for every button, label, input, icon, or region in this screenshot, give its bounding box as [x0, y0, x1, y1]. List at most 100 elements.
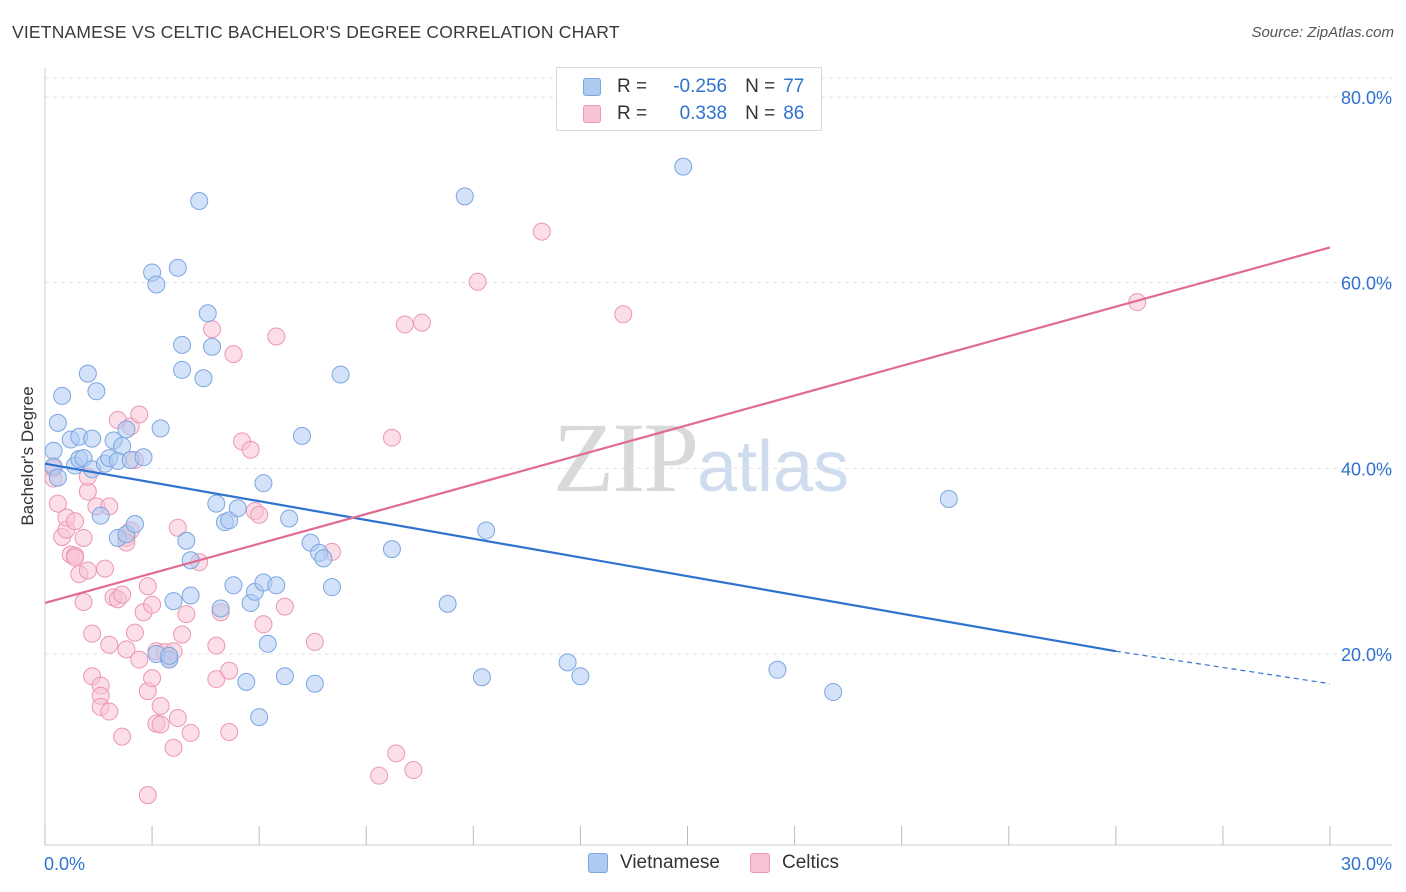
point-vietnamese: [224, 576, 243, 595]
point-vietnamese: [275, 667, 294, 686]
point-vietnamese: [293, 426, 311, 445]
point-vietnamese: [168, 258, 187, 277]
legend-n-value-celtics: 86: [783, 103, 805, 124]
legend-n-value-vietnamese: 77: [783, 76, 805, 97]
point-vietnamese: [254, 474, 273, 493]
point-celtics: [138, 577, 157, 596]
legend-item-vietnamese[interactable]: Vietnamese: [588, 852, 720, 874]
watermark-zip: ZIP: [553, 402, 699, 513]
point-celtics: [74, 593, 93, 612]
point-vietnamese: [134, 448, 153, 467]
point-celtics: [224, 345, 243, 364]
point-celtics: [177, 605, 196, 624]
gridlines: [45, 77, 1392, 655]
correlation-legend: R = -0.256 N = 77 R = 0.338 N = 86: [556, 67, 822, 131]
source-label: Source: ZipAtlas.com: [1251, 24, 1394, 41]
point-vietnamese: [181, 586, 200, 605]
legend-label-vietnamese: Vietnamese: [620, 852, 720, 873]
point-vietnamese: [173, 335, 192, 354]
point-celtics: [203, 320, 222, 339]
point-vietnamese: [91, 506, 110, 525]
point-celtics: [395, 315, 414, 334]
y-tick-label: 80.0%: [1341, 88, 1392, 108]
legend-n-label: N =: [745, 103, 776, 124]
point-celtics: [468, 272, 487, 291]
legend-r-label: R =: [617, 103, 648, 124]
x-tick-label-max: 30.0%: [1341, 854, 1392, 874]
legend-row-celtics: R = 0.338 N = 86: [583, 102, 804, 126]
point-celtics: [370, 766, 389, 785]
point-vietnamese: [314, 549, 333, 568]
point-vietnamese: [558, 653, 577, 672]
tick-labels: 20.0% 40.0% 60.0% 80.0% 0.0% 30.0%: [44, 88, 1392, 874]
point-celtics: [220, 661, 239, 680]
trend-line-vietnamese-extension: [1115, 650, 1331, 685]
point-vietnamese: [198, 304, 217, 323]
point-vietnamese: [939, 489, 958, 508]
axes: [44, 68, 1392, 846]
point-vietnamese: [824, 683, 843, 702]
point-celtics: [117, 640, 136, 659]
point-vietnamese: [164, 592, 183, 611]
point-vietnamese: [472, 668, 491, 687]
legend-item-celtics[interactable]: Celtics: [750, 852, 839, 874]
point-celtics: [65, 548, 84, 567]
point-celtics: [412, 313, 431, 332]
point-vietnamese: [477, 521, 496, 540]
point-celtics: [241, 440, 260, 459]
y-tick-label: 60.0%: [1341, 274, 1392, 294]
watermark-atlas: atlas: [697, 427, 850, 507]
point-celtics: [250, 505, 269, 524]
point-vietnamese: [258, 634, 277, 653]
point-vietnamese: [87, 382, 106, 401]
trend-line-vietnamese: [44, 462, 1117, 653]
point-celtics: [100, 702, 119, 721]
legend-swatch-vietnamese: [583, 78, 601, 96]
point-celtics: [220, 722, 239, 741]
point-celtics: [130, 405, 149, 424]
point-celtics: [65, 512, 84, 531]
point-vietnamese: [48, 468, 67, 487]
point-celtics: [130, 650, 149, 669]
trend-line-celtics: [44, 246, 1331, 605]
point-vietnamese: [83, 429, 102, 448]
point-celtics: [143, 595, 162, 614]
point-celtics: [83, 624, 102, 643]
point-vietnamese: [207, 494, 226, 513]
legend-n-label: N =: [745, 76, 776, 97]
point-celtics: [78, 561, 97, 580]
point-vietnamese: [78, 364, 97, 383]
point-vietnamese: [267, 576, 286, 595]
point-celtics: [113, 727, 132, 746]
point-vietnamese: [250, 708, 269, 727]
point-vietnamese: [305, 674, 324, 693]
point-celtics: [138, 786, 157, 805]
point-vietnamese: [768, 660, 787, 679]
point-vietnamese: [331, 365, 350, 384]
point-vietnamese: [53, 386, 72, 405]
point-celtics: [254, 615, 273, 634]
point-vietnamese: [211, 599, 230, 618]
point-celtics: [173, 625, 192, 644]
point-vietnamese: [237, 672, 256, 691]
point-vietnamese: [147, 275, 166, 294]
point-celtics: [207, 636, 226, 655]
x-tick-label-min: 0.0%: [44, 854, 85, 874]
point-celtics: [100, 635, 119, 654]
point-celtics: [168, 518, 187, 537]
point-celtics: [151, 696, 170, 715]
point-celtics: [207, 670, 226, 689]
point-vietnamese: [125, 515, 144, 534]
legend-r-value-celtics: 0.338: [679, 103, 728, 124]
point-celtics: [181, 723, 200, 742]
point-vietnamese: [571, 667, 590, 686]
trend-lines: [44, 246, 1331, 685]
chart-title: VIETNAMESE VS CELTIC BACHELOR'S DEGREE C…: [12, 22, 620, 42]
y-tick-label: 40.0%: [1341, 459, 1392, 479]
point-vietnamese: [113, 437, 132, 456]
legend-r-value-vietnamese: -0.256: [673, 76, 728, 97]
legend-row-vietnamese: R = -0.256 N = 77: [583, 75, 804, 99]
point-celtics: [113, 585, 132, 604]
point-celtics: [151, 715, 170, 734]
point-celtics: [74, 528, 93, 547]
